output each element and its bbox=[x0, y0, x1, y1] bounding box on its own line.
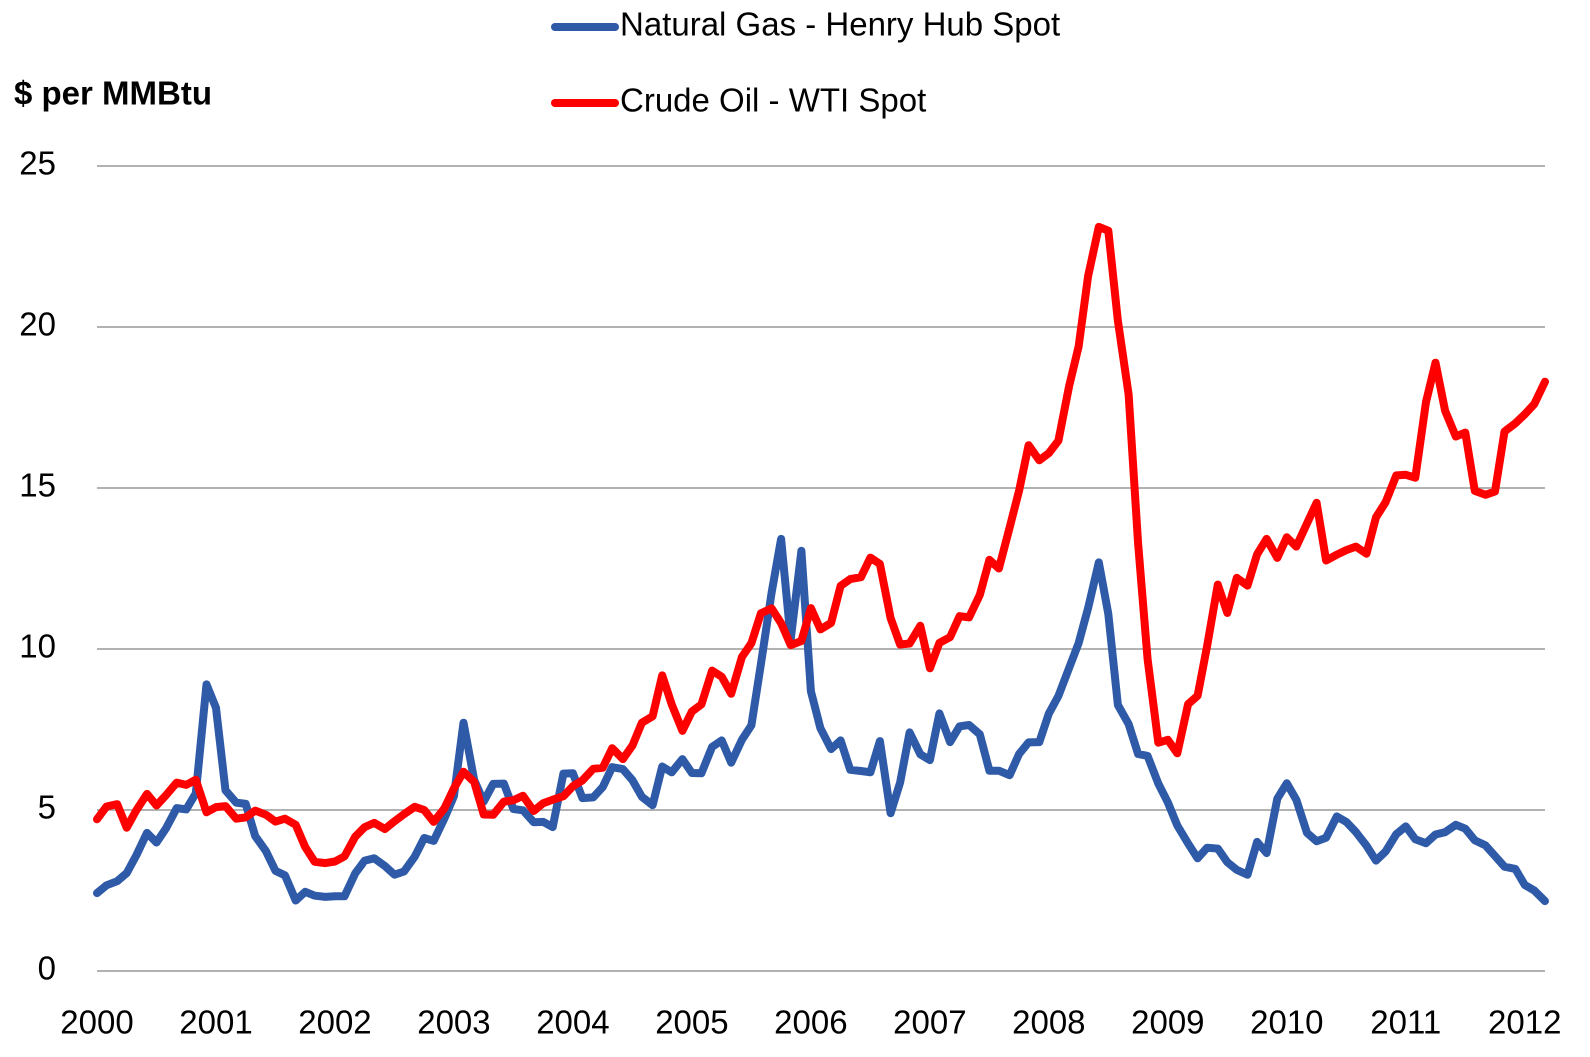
x-tick-label: 2012 bbox=[1488, 1004, 1561, 1041]
x-tick-label: 2002 bbox=[298, 1004, 371, 1041]
y-tick-label: 15 bbox=[19, 467, 56, 504]
series-line bbox=[93, 534, 1549, 906]
y-tick-label: 0 bbox=[38, 950, 56, 987]
x-tick-label: 2007 bbox=[893, 1004, 966, 1041]
legend-label: Natural Gas - Henry Hub Spot bbox=[620, 6, 1060, 43]
x-tick-label: 2001 bbox=[179, 1004, 252, 1041]
x-tick-label: 2005 bbox=[655, 1004, 728, 1041]
x-tick-label: 2006 bbox=[774, 1004, 847, 1041]
y-tick-label: 20 bbox=[19, 306, 56, 343]
x-tick-label: 2000 bbox=[60, 1004, 133, 1041]
legend-label: Crude Oil - WTI Spot bbox=[620, 82, 926, 119]
x-tick-label: 2003 bbox=[417, 1004, 490, 1041]
y-tick-label: 5 bbox=[38, 789, 56, 826]
y-tick-label: 25 bbox=[19, 145, 56, 182]
y-tick-label: 10 bbox=[19, 628, 56, 665]
x-tick-label: 2009 bbox=[1131, 1004, 1204, 1041]
x-tick-label: 2010 bbox=[1250, 1004, 1323, 1041]
x-tick-label: 2004 bbox=[536, 1004, 609, 1041]
x-tick-label: 2008 bbox=[1012, 1004, 1085, 1041]
series-line bbox=[93, 222, 1549, 868]
y-axis-label: $ per MMBtu bbox=[14, 75, 212, 112]
x-tick-label: 2011 bbox=[1370, 1004, 1441, 1041]
